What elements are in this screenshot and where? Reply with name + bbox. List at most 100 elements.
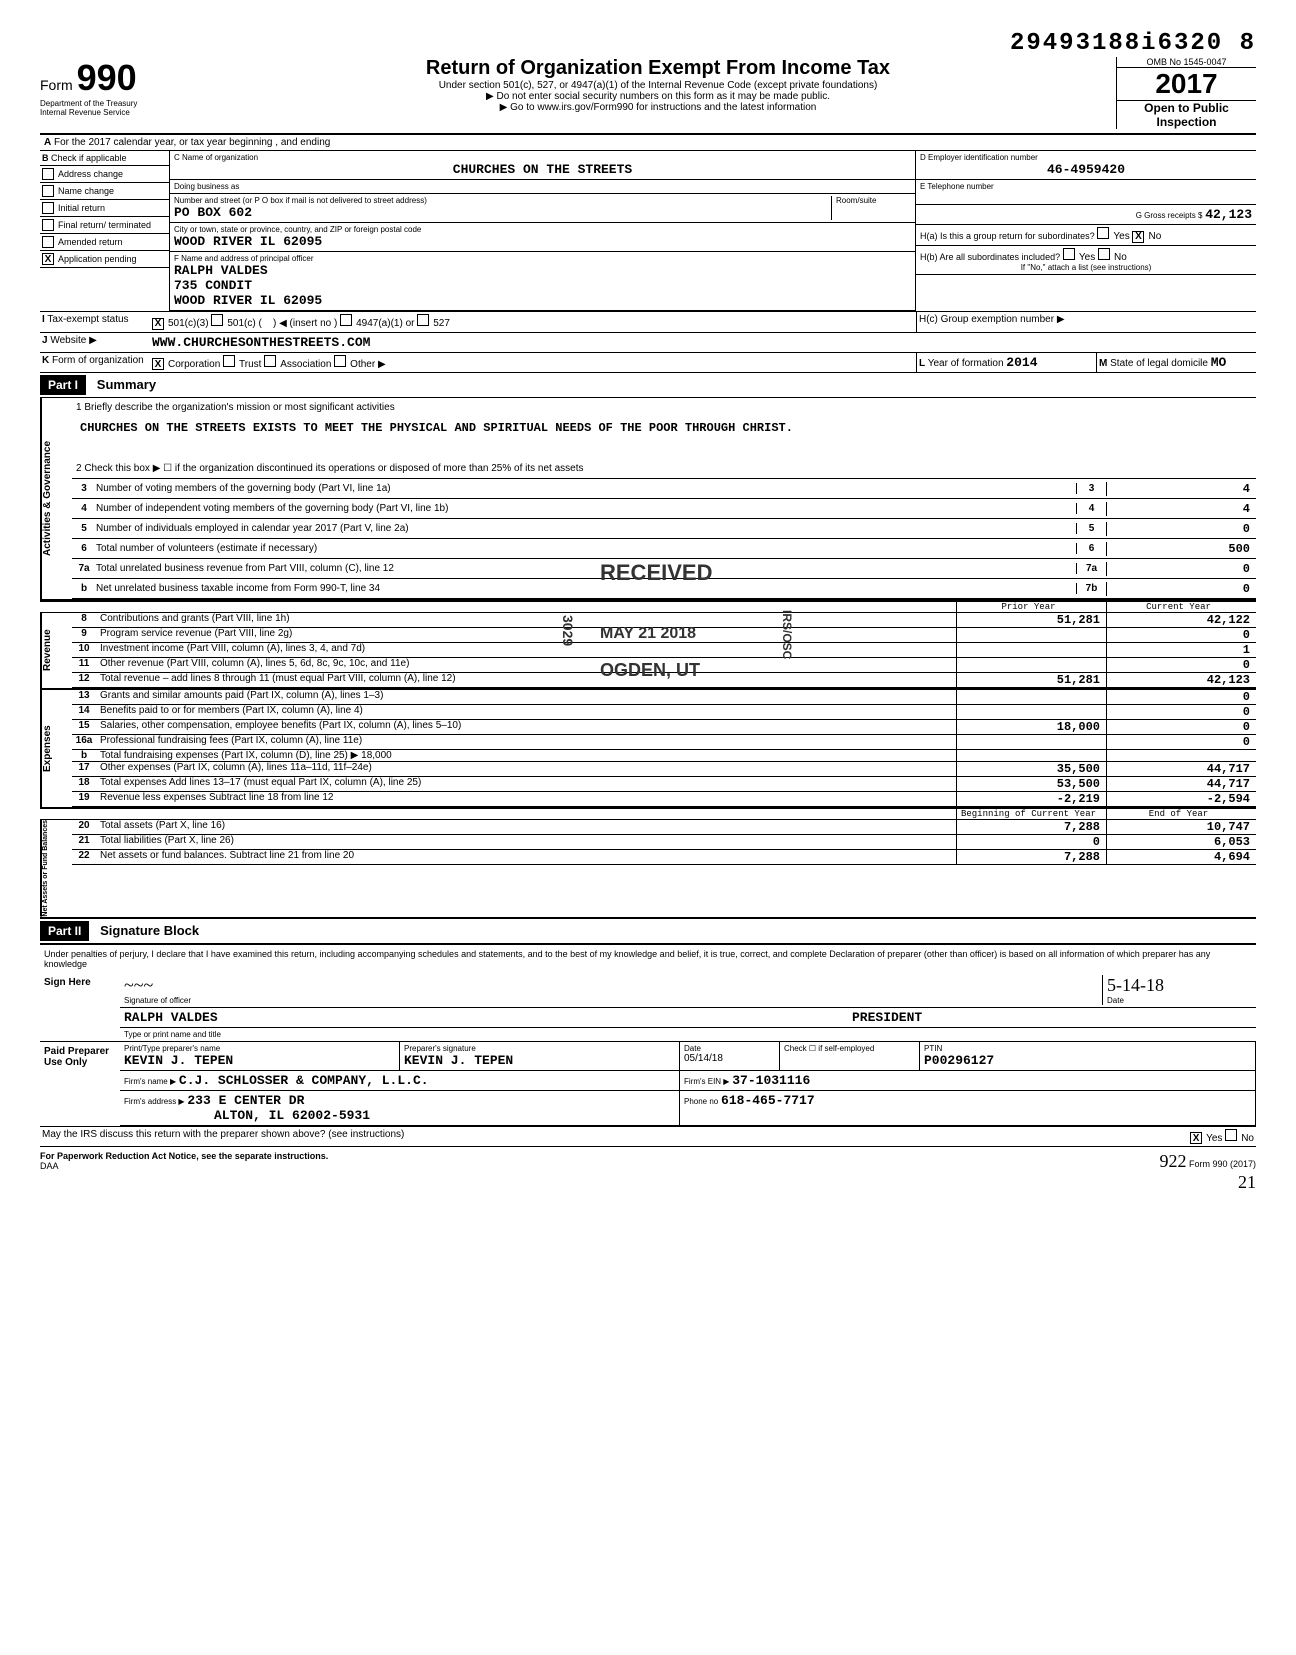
box-b-label: B Check if applicable (40, 151, 169, 166)
prep-date-label: Date (684, 1044, 775, 1053)
hb-label: H(b) Are all subordinates included? (920, 252, 1060, 262)
vert-governance: Activities & Governance (40, 398, 72, 599)
self-employed-check: Check ☐ if self-employed (780, 1042, 920, 1071)
form-word: Form (40, 77, 73, 93)
line-11: 11Other revenue (Part VIII, column (A), … (72, 658, 1256, 673)
document-id: 29493188i6320 8 (40, 30, 1256, 57)
preparer-name: KEVIN J. TEPEN (124, 1053, 395, 1068)
line-16a: 16aProfessional fundraising fees (Part I… (72, 735, 1256, 750)
f-label: F Name and address of principal officer (174, 254, 911, 263)
k-assoc[interactable] (264, 355, 276, 367)
discuss-yes[interactable]: X (1190, 1132, 1202, 1144)
officer-printed-name: RALPH VALDES (124, 1010, 852, 1025)
firm-city: ALTON, IL 62002-5931 (124, 1108, 370, 1123)
ptin-label: PTIN (924, 1044, 1251, 1053)
sig-officer-label: Signature of officer (124, 996, 1102, 1005)
vert-expenses: Expenses (40, 690, 72, 807)
line-14: 14Benefits paid to or for members (Part … (72, 705, 1256, 720)
ha-no[interactable]: X (1132, 231, 1144, 243)
line-9: 9Program service revenue (Part VIII, lin… (72, 628, 1256, 643)
prep-date: 05/14/18 (684, 1053, 775, 1064)
line-22: 22Net assets or fund balances. Subtract … (72, 850, 1256, 865)
preparer-sig: KEVIN J. TEPEN (404, 1053, 675, 1068)
d-label: D Employer identification number (920, 153, 1252, 162)
signature-scribble: ~~~ (124, 975, 1102, 996)
q1-label: 1 Briefly describe the organization's mi… (72, 398, 1256, 417)
end-year-hdr: End of Year (1106, 809, 1256, 819)
summary-line-7a: 7aTotal unrelated business revenue from … (72, 559, 1256, 579)
vert-net: Net Assets or Fund Balances (40, 820, 72, 917)
dept-treasury: Department of the Treasury (40, 99, 200, 108)
state-domicile: MO (1211, 355, 1227, 370)
ptin: P00296127 (924, 1053, 1251, 1068)
k-corp[interactable]: X (152, 358, 164, 370)
firm-addr-label: Firm's address ▶ (124, 1097, 185, 1106)
firm-name-label: Firm's name ▶ (124, 1077, 176, 1086)
part2-title: Signature Block (92, 923, 199, 938)
date-label: Date (1107, 996, 1252, 1005)
inspection: Inspection (1117, 115, 1256, 129)
prep-sig-label: Preparer's signature (404, 1044, 675, 1053)
checkbox-final-return-terminated[interactable]: Final return/ terminated (40, 217, 169, 234)
declaration: Under penalties of perjury, I declare th… (40, 945, 1256, 973)
hb-yes[interactable] (1063, 248, 1075, 260)
firm-ein: 37-1031116 (732, 1073, 810, 1088)
checkbox-amended-return[interactable]: Amended return (40, 234, 169, 251)
form-subtitle: Under section 501(c), 527, or 4947(a)(1)… (210, 80, 1106, 91)
paid-preparer-label: Paid Preparer Use Only (40, 1042, 120, 1126)
form-note2: ▶ Go to www.irs.gov/Form990 for instruct… (210, 102, 1106, 113)
sign-here-label: Sign Here (40, 973, 120, 1041)
discuss-no[interactable] (1225, 1129, 1237, 1141)
part1-hdr: Part I (40, 375, 86, 395)
line-17: 17Other expenses (Part IX, column (A), l… (72, 762, 1256, 777)
org-city: WOOD RIVER IL 62095 (174, 234, 911, 249)
mission-statement: CHURCHES ON THE STREETS EXISTS TO MEET T… (72, 417, 1256, 439)
g-label: G Gross receipts $ (1136, 211, 1203, 220)
i-501c[interactable] (211, 314, 223, 326)
open-public: Open to Public (1117, 101, 1256, 115)
line-19: 19Revenue less expenses Subtract line 18… (72, 792, 1256, 807)
line-12: 12Total revenue – add lines 8 through 11… (72, 673, 1256, 688)
type-name-label: Type or print name and title (120, 1028, 1256, 1041)
officer-addr1: 735 CONDIT (174, 278, 911, 293)
line-8: 8Contributions and grants (Part VIII, li… (72, 613, 1256, 628)
i-501c3[interactable]: X (152, 318, 164, 330)
i-4947[interactable] (340, 314, 352, 326)
tax-year: 2017 (1117, 68, 1256, 101)
sig-date-hw: 5-14-18 (1107, 975, 1252, 996)
ha-yes[interactable] (1097, 227, 1109, 239)
hb-no[interactable] (1098, 248, 1110, 260)
handwritten-922: 922 (1159, 1151, 1186, 1171)
checkbox-address-change[interactable]: Address change (40, 166, 169, 183)
omb-number: OMB No 1545-0047 (1117, 57, 1256, 68)
i-527[interactable] (417, 314, 429, 326)
firm-addr: 233 E CENTER DR (187, 1093, 304, 1108)
vert-revenue: Revenue (40, 613, 72, 688)
beg-year-hdr: Beginning of Current Year (956, 809, 1106, 819)
k-other[interactable] (334, 355, 346, 367)
checkbox-initial-return[interactable]: Initial return (40, 200, 169, 217)
checkbox-name-change[interactable]: Name change (40, 183, 169, 200)
gross-receipts: 42,123 (1205, 207, 1252, 222)
line-a: A For the 2017 calendar year, or tax yea… (40, 135, 1256, 151)
prep-name-label: Print/Type preparer's name (124, 1044, 395, 1053)
hc-label: H(c) Group exemption number ▶ (919, 314, 1065, 325)
summary-line-7b: bNet unrelated business taxable income f… (72, 579, 1256, 599)
handwritten-21: 21 (1238, 1172, 1256, 1192)
line-10: 10Investment income (Part VIII, column (… (72, 643, 1256, 658)
phone-label: Phone no (684, 1097, 718, 1106)
line-b: bTotal fundraising expenses (Part IX, co… (72, 750, 1256, 762)
line-18: 18Total expenses Add lines 13–17 (must e… (72, 777, 1256, 792)
e-label: E Telephone number (920, 182, 1252, 191)
checkbox-application-pending[interactable]: XApplication pending (40, 251, 169, 268)
k-trust[interactable] (223, 355, 235, 367)
addr-label: Number and street (or P O box if mail is… (174, 196, 831, 205)
officer-addr2: WOOD RIVER IL 62095 (174, 293, 911, 308)
firm-ein-label: Firm's EIN ▶ (684, 1077, 729, 1086)
summary-line-4: 4Number of independent voting members of… (72, 499, 1256, 519)
room-label: Room/suite (836, 196, 911, 205)
firm-phone: 618-465-7717 (721, 1093, 815, 1108)
part2-hdr: Part II (40, 921, 89, 941)
curr-year-hdr: Current Year (1106, 602, 1256, 612)
officer-name: RALPH VALDES (174, 263, 911, 278)
